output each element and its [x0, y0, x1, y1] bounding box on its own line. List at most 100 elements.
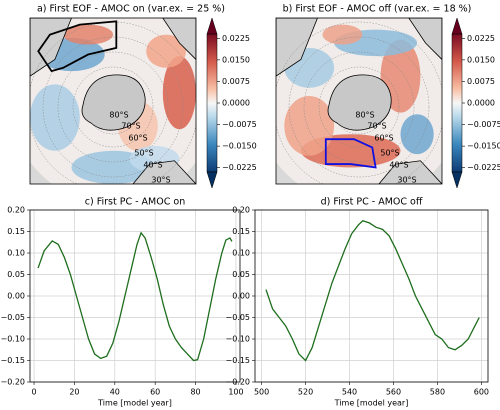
colorbar-tick-label: 0.0225	[467, 34, 495, 43]
x-axis-label: Time [model year]	[334, 399, 409, 408]
latitude-label: 80°S	[355, 111, 374, 120]
colorbar-tick-label: 0.0075	[222, 77, 250, 86]
antarctica	[327, 74, 392, 131]
latitude-circle	[288, 36, 430, 178]
y-tick-label: 0.00	[7, 292, 25, 301]
anomaly-patch	[284, 96, 335, 156]
axes-frame	[254, 209, 489, 383]
x-tick-label: 20	[69, 388, 79, 397]
anomaly-patch	[30, 84, 80, 151]
map-title: b) First EOF - AMOC off (var.ex. = 18 %)	[283, 4, 472, 15]
anomaly-patch	[400, 114, 434, 155]
land	[30, 18, 72, 77]
x-tick-label: 80	[190, 388, 200, 397]
map-field	[30, 18, 196, 184]
colorbar-extend-top	[206, 17, 218, 35]
land	[132, 160, 196, 184]
latitude-circle	[318, 66, 400, 148]
colorbar-tick-label: 0.0150	[222, 55, 250, 64]
land	[378, 160, 442, 184]
y-tick-label: 0.10	[7, 249, 25, 258]
latitude-label: 40°S	[389, 161, 408, 170]
colorbar-tick-label: −0.0150	[222, 142, 257, 151]
x-tick-label: 560	[386, 388, 401, 397]
latitude-label: 70°S	[367, 122, 386, 131]
anomaly-patch	[322, 24, 363, 45]
latitude-circle	[42, 36, 184, 178]
colorbar	[451, 33, 463, 173]
latitude-label: 50°S	[134, 149, 153, 158]
chart-title: c) First PC - AMOC on	[85, 197, 185, 208]
map-title: a) First EOF - AMOC on (var.ex. = 25 %)	[37, 4, 225, 15]
y-tick-label: −0.15	[225, 356, 250, 365]
y-tick-label: −0.10	[225, 335, 250, 344]
colorbar-extend-top	[451, 17, 463, 35]
y-tick-label: −0.15	[0, 356, 25, 365]
colorbar-tick-label: −0.0075	[467, 120, 500, 129]
anomaly-patch	[162, 56, 196, 130]
anomaly-patch	[63, 24, 113, 45]
y-tick-label: 0.15	[7, 227, 25, 236]
x-axis-label: Time [model year]	[97, 399, 172, 408]
x-tick-label: 60	[150, 388, 160, 397]
colorbar-tick-label: −0.0225	[222, 163, 257, 172]
latitude-label: 80°S	[109, 111, 128, 120]
y-tick-label: 0.10	[232, 249, 250, 258]
y-tick-label: 0.15	[232, 227, 250, 236]
y-tick-label: −0.20	[0, 378, 25, 387]
x-tick-label: 600	[474, 388, 489, 397]
latitude-circle	[57, 51, 169, 163]
map-frame	[29, 17, 197, 185]
latitude-label: 60°S	[128, 134, 147, 143]
latitude-label: 50°S	[380, 149, 399, 158]
colorbar-extend-bottom	[206, 171, 218, 189]
y-tick-label: 0.05	[7, 270, 25, 279]
axes-frame	[29, 209, 241, 383]
anomaly-patch	[146, 34, 187, 68]
colorbar	[206, 33, 218, 173]
y-tick-label: 0.00	[232, 292, 250, 301]
chart-title: d) First PC - AMOC off	[321, 197, 423, 208]
land	[276, 18, 318, 77]
antarctica	[81, 74, 146, 131]
region-box	[37, 20, 118, 73]
latitude-circle	[276, 21, 442, 184]
colorbar-tick-label: −0.0225	[467, 163, 500, 172]
latitude-label: 30°S	[151, 176, 170, 185]
colorbar-tick-label: 0.0000	[222, 99, 250, 108]
latitude-label: 70°S	[121, 122, 140, 131]
x-tick-label: 580	[430, 388, 445, 397]
y-tick-label: −0.20	[225, 378, 250, 387]
land	[408, 18, 442, 61]
y-tick-label: 0.20	[7, 206, 25, 215]
y-tick-label: 0.05	[232, 270, 250, 279]
x-tick-label: 0	[31, 388, 36, 397]
colorbar-extend-bottom	[451, 171, 463, 189]
latitude-label: 60°S	[374, 134, 393, 143]
colorbar-tick-label: −0.0075	[222, 120, 257, 129]
colorbar-tick-label: 0.0075	[467, 77, 495, 86]
y-tick-label: −0.10	[0, 335, 25, 344]
x-tick-label: 520	[298, 388, 313, 397]
y-tick-label: −0.05	[225, 313, 250, 322]
y-tick-label: 0.20	[232, 206, 250, 215]
latitude-circle	[303, 51, 415, 163]
map-field	[276, 18, 442, 184]
colorbar-tick-label: 0.0150	[467, 55, 495, 64]
colorbar-tick-label: −0.0150	[467, 142, 500, 151]
map-frame	[275, 17, 443, 185]
region-box	[324, 138, 377, 169]
data-line	[265, 220, 480, 362]
land	[162, 18, 196, 61]
x-tick-label: 40	[110, 388, 120, 397]
data-line	[37, 231, 233, 362]
x-tick-label: 100	[228, 388, 243, 397]
y-tick-label: −0.05	[0, 313, 25, 322]
latitude-circle	[72, 66, 154, 148]
colorbar-tick-label: 0.0225	[222, 34, 250, 43]
latitude-label: 40°S	[143, 161, 162, 170]
latitude-label: 30°S	[397, 176, 416, 185]
x-tick-label: 500	[254, 388, 269, 397]
colorbar-tick-label: 0.0000	[467, 99, 495, 108]
